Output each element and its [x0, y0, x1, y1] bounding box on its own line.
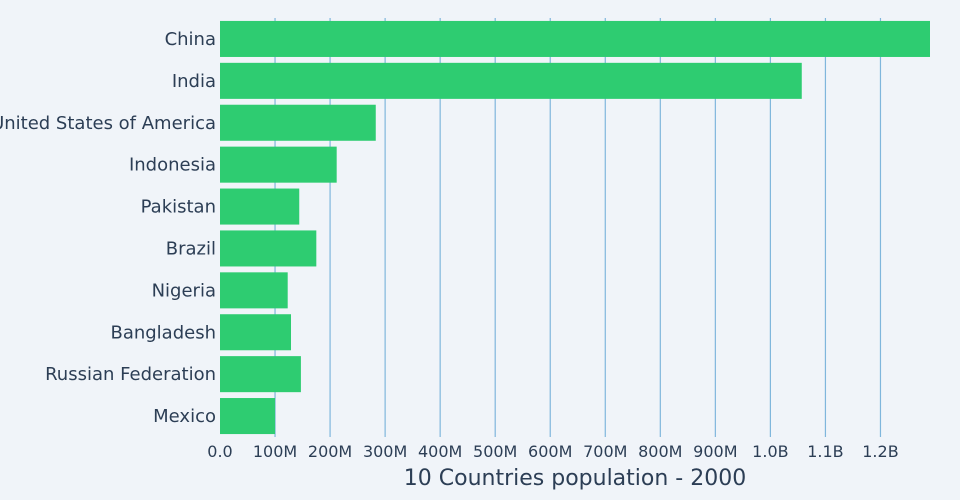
category-label: Mexico: [153, 406, 216, 427]
category-label: Indonesia: [129, 155, 216, 176]
category-label: India: [172, 71, 216, 92]
x-tick-label: 100M: [253, 442, 297, 461]
bars: [220, 20, 930, 435]
category-label: Russian Federation: [45, 364, 216, 385]
category-labels: China India United States of America Indone…: [0, 29, 216, 427]
x-tick-label: 0.0: [207, 442, 232, 461]
bar: [220, 272, 288, 309]
x-tick-label: 200M: [308, 442, 352, 461]
category-label: China: [165, 29, 216, 50]
category-label: Brazil: [166, 238, 216, 259]
bar: [220, 314, 291, 351]
bar: [220, 62, 802, 99]
x-tick-label: 500M: [473, 442, 517, 461]
x-tick-label: 1.0B: [752, 442, 788, 461]
category-label: Bangladesh: [110, 322, 216, 343]
category-label: Pakistan: [141, 197, 216, 218]
bar: [220, 188, 300, 225]
category-label: United States of America: [0, 113, 216, 134]
x-tick-label: 1.1B: [807, 442, 843, 461]
bar: [220, 356, 301, 393]
bar: [220, 104, 376, 141]
x-tick-label: 300M: [363, 442, 407, 461]
x-tick-labels: 0.0 100M 200M 300M 400M 500M 600M 700M 800M 900M 1…: [207, 442, 898, 461]
x-axis-title: 10 Countries population - 2000: [404, 466, 746, 491]
x-tick-label: 1.2B: [862, 442, 898, 461]
bar: [220, 20, 930, 57]
bar: [220, 398, 276, 435]
bar: [220, 230, 317, 267]
x-tick-label: 600M: [528, 442, 572, 461]
x-tick-label: 800M: [638, 442, 682, 461]
bar: [220, 146, 337, 183]
category-label: Nigeria: [152, 280, 216, 301]
x-tick-label: 400M: [418, 442, 462, 461]
x-tick-label: 700M: [583, 442, 627, 461]
x-tick-label: 900M: [693, 442, 737, 461]
